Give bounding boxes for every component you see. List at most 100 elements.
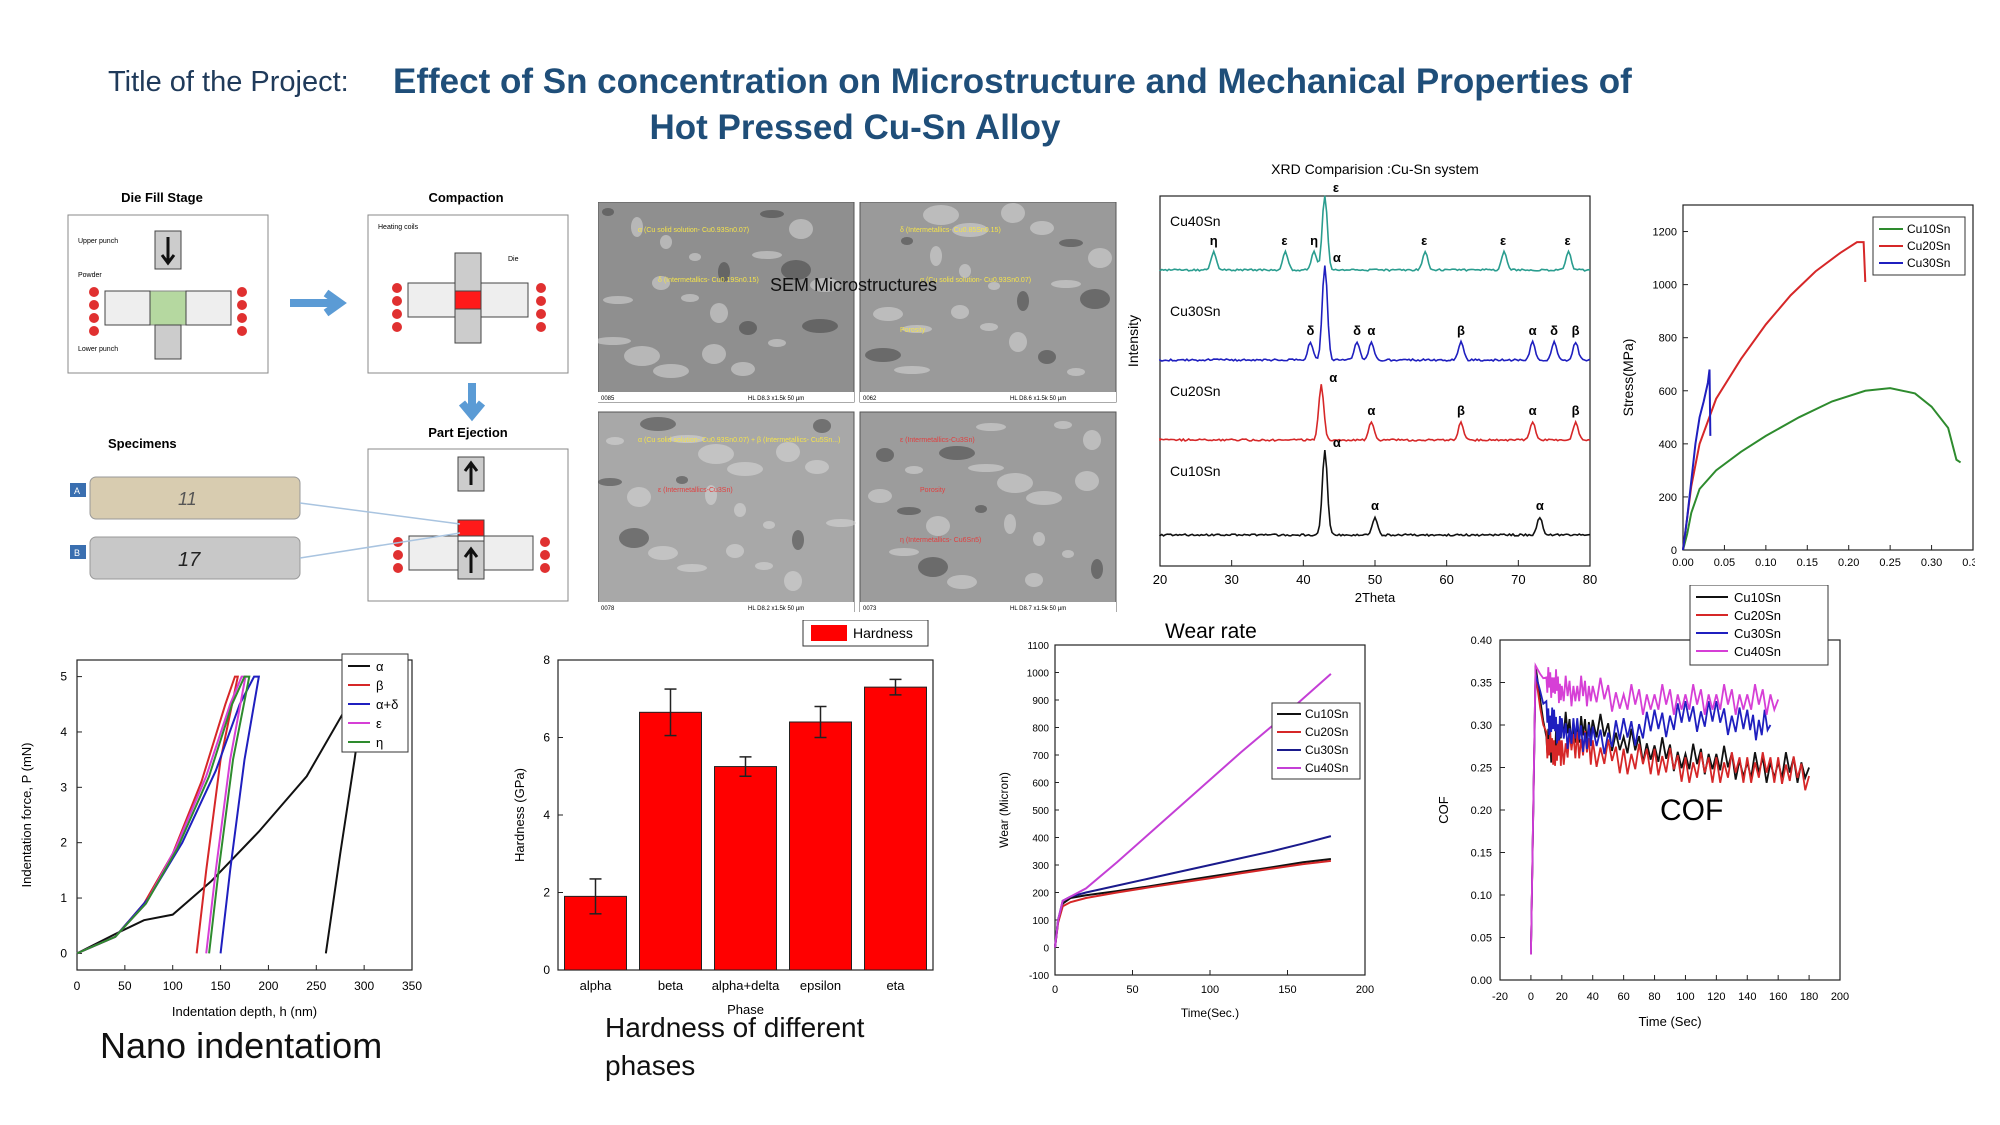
die-label: Die (508, 256, 519, 263)
hardness-legend-label: Hardness (853, 625, 913, 641)
ss-tick-label: 0.15 (1797, 557, 1818, 569)
sem-grain (976, 423, 1006, 431)
xrd-series-label: Cu20Sn (1170, 383, 1221, 399)
cof-tick-label: 160 (1769, 991, 1787, 1003)
ss-legend-label: Cu10Sn (1907, 222, 1950, 236)
hardness-legend-swatch (811, 625, 847, 641)
xrd-peak-label: δ (1307, 323, 1315, 338)
sem-annotation: α (Cu solid solution- Cu0.93Sn0.07) + β … (638, 437, 840, 444)
sem-panel-id: 0078 (601, 606, 615, 612)
sem-grain (1025, 573, 1043, 587)
sem-grain (731, 362, 755, 376)
hardness-tick-label: 2 (543, 886, 550, 900)
hardness-category-label: eta (886, 978, 905, 993)
sem-grain (792, 530, 804, 550)
wear-series-Cu30Sn (1055, 836, 1331, 947)
sem-grain (980, 323, 998, 331)
nano-series-α+δ (77, 677, 259, 954)
hardness-category-label: alpha+delta (712, 978, 780, 993)
compacted-powder (455, 291, 481, 309)
nano-tick-label: 200 (258, 979, 278, 993)
xrd-tick-label: 40 (1296, 572, 1310, 587)
sem-grain (897, 507, 921, 515)
die-fill-label: Die Fill Stage (121, 190, 203, 205)
xrd-peak-label: α (1529, 403, 1537, 418)
sem-grain (602, 208, 614, 216)
xrd-peak-label: α (1367, 323, 1375, 338)
sem-grain (868, 489, 892, 503)
ss-tick-label: 1000 (1653, 280, 1677, 292)
sem-scale-bar (860, 392, 1116, 402)
wear-ylabel: Wear (Micron) (997, 772, 1011, 848)
down-arrow-blue-icon (462, 383, 482, 415)
wear-tick-label: 0 (1043, 944, 1049, 955)
xrd-peak-label: β (1457, 323, 1465, 338)
hardness-tick-label: 8 (543, 653, 550, 667)
wear-legend-label: Cu10Sn (1305, 707, 1348, 721)
sem-grain (726, 544, 744, 558)
ss-tick-label: 0.35 (1962, 557, 1975, 569)
sem-annotation: ε (Intermetallics-Cu3Sn) (900, 437, 975, 444)
cof-tick-label: 0.35 (1471, 678, 1492, 690)
xrd-peak-label: α (1536, 498, 1544, 513)
ss-tick-label: 800 (1659, 333, 1677, 345)
wear-tick-label: 900 (1032, 696, 1049, 707)
sem-grain (660, 235, 672, 249)
wear-tick-label: 700 (1032, 751, 1049, 762)
hardness-ylabel: Hardness (GPa) (512, 768, 527, 862)
ss-series-Cu10Sn (1683, 388, 1961, 550)
xrd-peak-label: α (1333, 250, 1341, 265)
compaction-label: Compaction (428, 190, 503, 205)
nano-legend-label: α (376, 659, 384, 674)
sem-panel-scale: HL D8.7 x1.5k 50 µm (1010, 606, 1066, 612)
xrd-series-Cu30Sn (1160, 266, 1590, 361)
specimen-b-tag-label: B (74, 548, 80, 558)
hardness-caption-line1: Hardness of different (605, 1012, 864, 1044)
sem-grain (681, 294, 699, 302)
hardness-bar (715, 767, 777, 970)
nanoindentation-chart: Indentation force, P (mN)Indentation dep… (15, 630, 465, 1030)
sem-grain (776, 442, 800, 462)
cof-chart: COFTime (Sec)-20 0 20 40 60 80 100 120 140 160 180… (1430, 585, 1890, 1035)
wear-series-Cu10Sn (1055, 859, 1331, 948)
plot-frame (1055, 645, 1365, 975)
xrd-xlabel: 2Theta (1355, 590, 1396, 605)
sem-grain (739, 321, 757, 335)
xrd-peak-label: α (1329, 370, 1337, 385)
sem-grain (640, 417, 676, 431)
sem-grain (627, 487, 651, 507)
sem-grain (826, 519, 856, 527)
sem-grain (901, 237, 913, 245)
nano-tick-label: 100 (163, 979, 183, 993)
nano-tick-label: 300 (354, 979, 374, 993)
right-arrow-icon (290, 293, 340, 313)
xrd-peak-label: η (1310, 233, 1318, 248)
cof-tick-label: 140 (1738, 991, 1756, 1003)
title-prefix: Title of the Project: (108, 66, 349, 99)
sem-grain (951, 305, 969, 319)
xrd-series-label: Cu10Sn (1170, 463, 1221, 479)
sem-grain (619, 528, 649, 548)
sem-grain (598, 478, 622, 486)
die-left (105, 291, 150, 325)
wear-tick-label: 800 (1032, 724, 1049, 735)
xrd-peak-label: ε (1565, 233, 1571, 248)
xrd-tick-label: 50 (1368, 572, 1382, 587)
sem-grain (752, 251, 782, 259)
wear-series-Cu20Sn (1055, 861, 1331, 948)
part-ejection-label: Part Ejection (428, 425, 508, 440)
nano-tick-label: 1 (60, 891, 67, 905)
sem-grain (997, 473, 1033, 493)
cof-tick-label: 120 (1707, 991, 1725, 1003)
cof-series-Cu40Sn (1531, 666, 1778, 955)
sem-panel-id: 0062 (863, 396, 877, 402)
hardness-bar (640, 712, 702, 970)
ss-tick-label: 0.30 (1921, 557, 1942, 569)
hardness-tick-label: 6 (543, 731, 550, 745)
wear-tick-label: 100 (1201, 984, 1219, 996)
ss-tick-label: 0.00 (1672, 557, 1693, 569)
hardness-bar (790, 722, 852, 970)
sem-grain (894, 366, 930, 374)
powder (150, 291, 186, 325)
xrd-peak-label: α (1529, 323, 1537, 338)
